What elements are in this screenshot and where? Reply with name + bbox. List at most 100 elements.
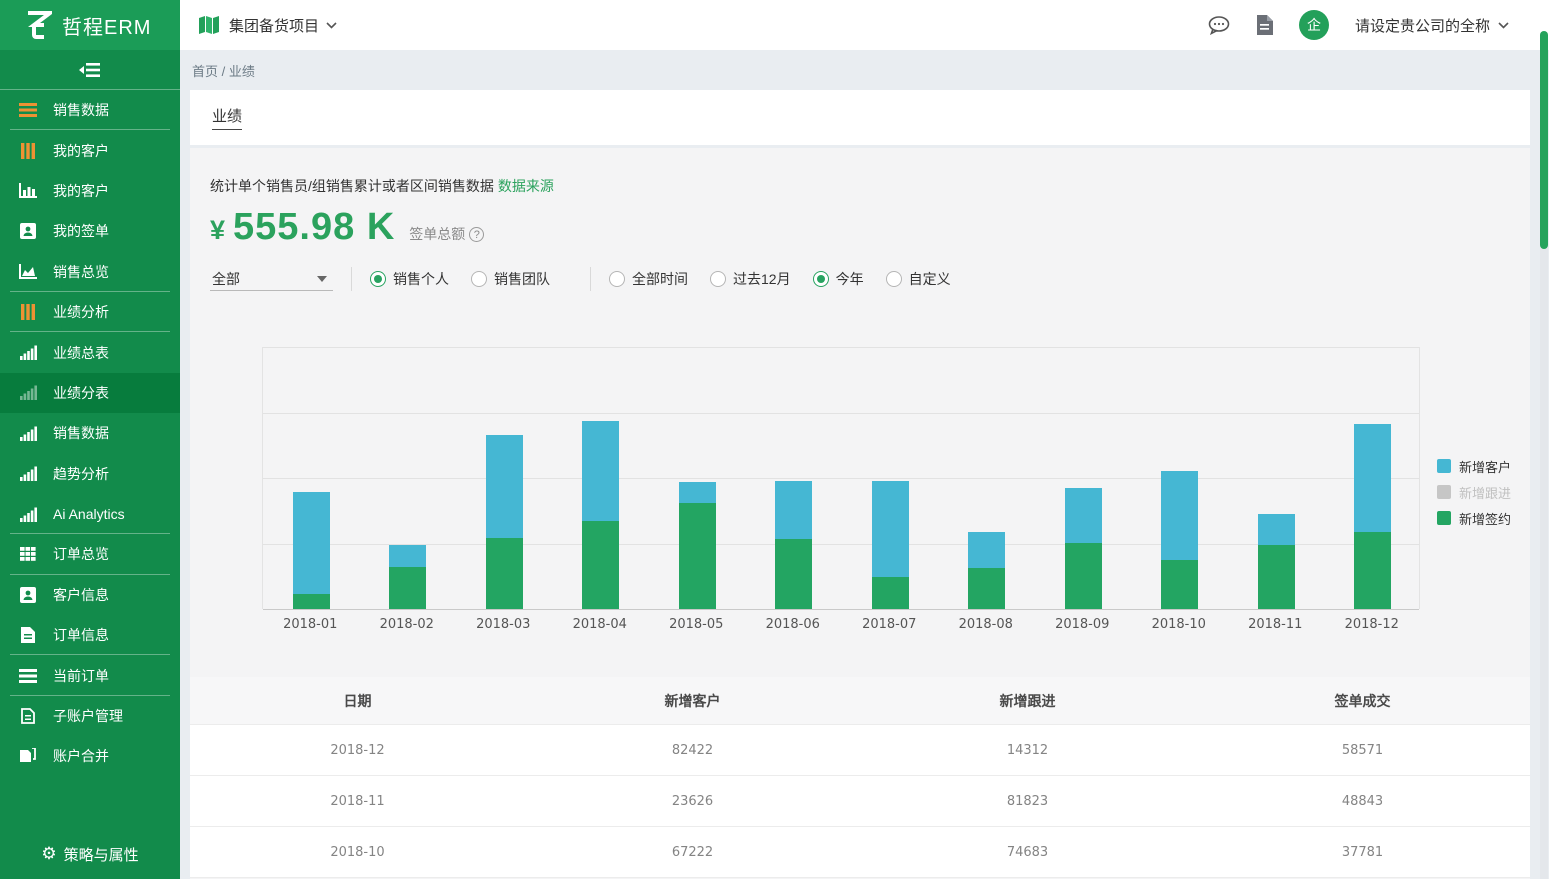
sidebar-item-8[interactable]: 业绩分表: [0, 373, 180, 413]
bar-segment-新增签约[interactable]: [1258, 545, 1295, 609]
sidebar-item-17[interactable]: 账户合并: [0, 736, 180, 776]
time-range-radio[interactable]: 今年: [813, 269, 864, 289]
bar-2018-07[interactable]: [842, 347, 939, 609]
project-selector[interactable]: 集团备货项目: [198, 0, 337, 50]
top-header: 集团备货项目 企: [180, 0, 1549, 50]
bar-segment-新增客户[interactable]: [293, 492, 330, 594]
table-header-cell: 新增跟进: [860, 677, 1195, 724]
bar-segment-新增签约[interactable]: [1161, 560, 1198, 609]
help-icon[interactable]: ?: [469, 227, 484, 242]
radio-label: 销售个人: [393, 269, 449, 289]
avatar[interactable]: 企: [1299, 10, 1329, 40]
sidebar-item-1[interactable]: 销售数据: [0, 90, 180, 130]
chat-bubble-icon: [1208, 16, 1230, 35]
sidebar-item-strategy-settings[interactable]: ⚙ 策略与属性: [0, 837, 180, 871]
bar-segment-新增客户[interactable]: [486, 435, 523, 538]
sidebar-item-label: 子账户管理: [53, 706, 123, 726]
chart-legend: 新增客户新增跟进新增签约: [1437, 453, 1511, 531]
bar-segment-新增签约[interactable]: [968, 568, 1005, 609]
salesperson-radio[interactable]: 销售个人: [370, 269, 449, 289]
breadcrumb-home[interactable]: 首页: [192, 64, 218, 79]
bar-2018-12[interactable]: [1325, 347, 1422, 609]
messages-button[interactable]: [1208, 16, 1230, 35]
sidebar-item-13[interactable]: 客户信息: [0, 575, 180, 615]
bar-segment-新增签约[interactable]: [1354, 532, 1391, 609]
time-range-radio[interactable]: 自定义: [886, 269, 951, 289]
bar-segment-新增签约[interactable]: [582, 521, 619, 609]
bar-2018-02[interactable]: [360, 347, 457, 609]
bar-segment-新增签约[interactable]: [1065, 543, 1102, 609]
sidebar-item-16[interactable]: 子账户管理: [0, 696, 180, 736]
bar-segment-新增签约[interactable]: [775, 539, 812, 609]
data-source-link[interactable]: 数据来源: [498, 178, 554, 194]
time-range-radio[interactable]: 全部时间: [609, 269, 688, 289]
logo[interactable]: 哲程ERM: [0, 0, 180, 50]
copy-icon: [18, 747, 38, 765]
bar-segment-新增签约[interactable]: [486, 538, 523, 609]
bar-2018-05[interactable]: [649, 347, 746, 609]
legend-item[interactable]: 新增跟进: [1437, 479, 1511, 505]
sidebar-item-12[interactable]: 订单总览: [0, 534, 180, 574]
bar-2018-01[interactable]: [263, 347, 360, 609]
documents-button[interactable]: [1256, 15, 1273, 35]
sidebar-item-15[interactable]: 当前订单: [0, 655, 180, 695]
bar-segment-新增客户[interactable]: [1354, 424, 1391, 532]
bar-segment-新增签约[interactable]: [872, 577, 909, 609]
sidebar-collapse-button[interactable]: [0, 50, 180, 90]
sidebar-item-9[interactable]: 销售数据: [0, 413, 180, 453]
legend-swatch: [1437, 485, 1451, 499]
bar-segment-新增客户[interactable]: [1258, 514, 1295, 545]
bar-segment-新增签约[interactable]: [293, 594, 330, 609]
table-row[interactable]: 2018-12824221431258571: [190, 725, 1530, 776]
bar-segment-新增客户[interactable]: [968, 532, 1005, 567]
bar-2018-11[interactable]: [1228, 347, 1325, 609]
bar-segment-新增客户[interactable]: [389, 545, 426, 567]
time-range-radio[interactable]: 过去12月: [710, 269, 791, 289]
x-axis-tick: 2018-12: [1324, 617, 1421, 632]
sidebar-item-7[interactable]: 业绩总表: [0, 332, 180, 372]
scrollbar-thumb[interactable]: [1540, 31, 1548, 249]
bar-2018-06[interactable]: [746, 347, 843, 609]
bar-2018-03[interactable]: [456, 347, 553, 609]
sidebar: 哲程ERM 销售数据 我的客户 我的客户 我的签单 销售总览: [0, 0, 180, 879]
legend-item[interactable]: 新增客户: [1437, 453, 1511, 479]
bar-2018-04[interactable]: [553, 347, 650, 609]
table-row[interactable]: 2018-10672227468337781: [190, 827, 1530, 878]
total-amount-value: 555.98 K: [233, 206, 395, 249]
ascending-bars-icon: [18, 344, 38, 362]
menu-lines-icon: [18, 101, 38, 119]
sidebar-item-6[interactable]: 业绩分析: [0, 292, 180, 332]
bar-2018-10[interactable]: [1132, 347, 1229, 609]
bar-segment-新增客户[interactable]: [872, 481, 909, 577]
bar-2018-08[interactable]: [939, 347, 1036, 609]
sidebar-item-label: 我的客户: [53, 141, 109, 161]
bar-2018-09[interactable]: [1035, 347, 1132, 609]
scope-select[interactable]: 全部: [210, 267, 333, 291]
radio-icon: [710, 271, 726, 287]
gear-icon: ⚙: [41, 844, 56, 864]
bar-segment-新增客户[interactable]: [1161, 471, 1198, 559]
sidebar-item-5[interactable]: 销售总览: [0, 252, 180, 292]
bar-segment-新增客户[interactable]: [582, 421, 619, 521]
person-badge-icon: [18, 586, 38, 604]
sidebar-item-14[interactable]: 订单信息: [0, 615, 180, 655]
table-cell: 2018-11: [190, 776, 525, 826]
table-cell: 58571: [1195, 725, 1530, 775]
bar-segment-新增客户[interactable]: [679, 482, 716, 502]
table-row[interactable]: 2018-11236268182348843: [190, 776, 1530, 827]
sidebar-item-2[interactable]: 我的客户: [0, 130, 180, 170]
sidebar-item-4[interactable]: 我的签单: [0, 211, 180, 251]
company-name-dropdown[interactable]: 请设定贵公司的全称: [1355, 15, 1509, 36]
sidebar-item-11[interactable]: Ai Analytics: [0, 494, 180, 534]
filter-divider: [590, 267, 591, 291]
bar-segment-新增签约[interactable]: [679, 503, 716, 610]
bar-segment-新增客户[interactable]: [775, 481, 812, 539]
page-title[interactable]: 业绩: [212, 105, 242, 130]
bar-segment-新增客户[interactable]: [1065, 488, 1102, 544]
bar-segment-新增签约[interactable]: [389, 567, 426, 609]
x-axis-tick: 2018-03: [455, 617, 552, 632]
sidebar-item-10[interactable]: 趋势分析: [0, 454, 180, 494]
sidebar-item-3[interactable]: 我的客户: [0, 171, 180, 211]
salesperson-radio[interactable]: 销售团队: [471, 269, 550, 289]
legend-item[interactable]: 新增签约: [1437, 505, 1511, 531]
